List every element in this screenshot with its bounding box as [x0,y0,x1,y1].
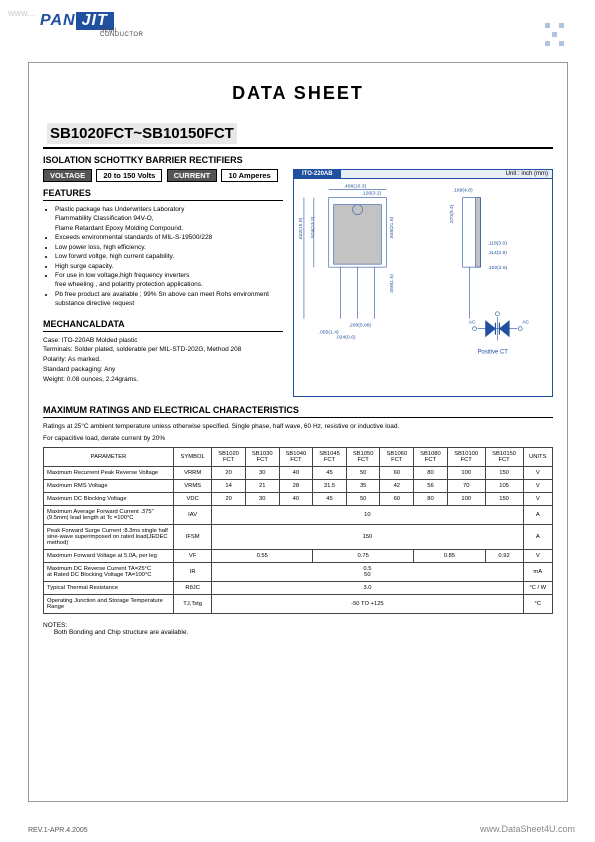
svg-text:.189(4.8): .189(4.8) [453,188,473,194]
feature-item-cont: free wheeling , and polaritty protection… [55,280,283,289]
logo-sub2: CONDUCTOR [100,32,143,38]
feature-item: High surge capacity. [55,262,283,271]
revision: REV.1-APR.4.2005 [28,827,88,834]
table-row: Peak Forward Surge Current :8.3ms single… [44,525,553,550]
mech-line: Terminals: Solder plated, solderable per… [43,345,283,355]
table-header: SB10100FCT [447,448,485,467]
table-row: Maximum Recurrent Peak Reverse VoltageVR… [44,467,553,480]
table-row: Operating Junction and Storage Temperatu… [44,595,553,614]
table-header: SB1060FCT [380,448,414,467]
pkg-unit: Unit : inch (mm) [502,170,552,178]
table-header: SB10150FCT [485,448,523,467]
logo: PANJIT SEMI CONDUCTOR [40,12,143,38]
table-header: UNITS [523,448,552,467]
feature-item: Plastic package has Underwriters Laborat… [55,205,283,214]
package-drawing: ITO-220AB Unit : inch (mm) [293,169,553,397]
svg-text:.622(15.8): .622(15.8) [298,217,304,240]
table-header: SYMBOL [174,448,212,467]
table-header: SB1050FCT [346,448,380,467]
table-row: Typical Thermal ResistanceRθJC3.0°C / W [44,582,553,595]
svg-text:.406(10.3): .406(10.3) [344,184,367,190]
svg-text:.059(1.5): .059(1.5) [389,274,395,294]
feature-item: Pb free product are available ; 99% Sn a… [55,290,283,309]
pkg-type: ITO-220AB [294,170,341,178]
mechanical-heading: MECHANCALDATA [43,319,283,329]
svg-text:.102(2.6): .102(2.6) [488,265,508,271]
feature-item: For use in low voltage,high frequency in… [55,271,283,280]
table-header: SB1040FCT [279,448,313,467]
table-row: Maximum RMS VoltageVRMS14212831.53542567… [44,480,553,493]
svg-text:.024(0.6): .024(0.6) [336,335,356,341]
doc-title: DATA SHEET [43,83,553,104]
table-header: PARAMETER [44,448,174,467]
feature-item: Low forwrd voltge, high current capabili… [55,252,283,261]
mech-line: Case: ITO-220AB Molded plastic [43,336,283,346]
svg-text:AC: AC [469,320,476,326]
svg-text:.126(3.2): .126(3.2) [361,191,381,197]
table-row: Maximum DC Blocking VoltageVDC2030404550… [44,493,553,506]
voltage-value: 20 to 150 Volts [96,169,162,182]
table-row: Maximum Forward Voltage at 5.0A, per leg… [44,550,553,563]
logo-part1: PAN [40,12,76,30]
svg-text:.200(5.08): .200(5.08) [349,323,372,329]
table-row: Maximum Average Forward Current .375"(9.… [44,506,553,525]
svg-text:.114(2.9): .114(2.9) [488,250,508,256]
table-header: SB1030FCT [245,448,279,467]
features-heading: FEATURES [43,188,283,198]
svg-text:.370(9.4): .370(9.4) [449,204,455,224]
decorative-dots [544,22,565,49]
pill-row: VOLTAGE 20 to 150 Volts CURRENT 10 Amper… [43,169,283,182]
mech-line: Weight: 0.08 ounces, 2.24grams. [43,375,283,385]
svg-text:.118(3.0): .118(3.0) [488,240,508,246]
svg-text:AC: AC [522,320,529,326]
mechanical-data: Case: ITO-220AB Molded plasticTerminals:… [43,336,283,385]
feature-item-cont: Flammability Classification 94V-O, [55,214,283,223]
feature-item: Exceeds environmental standards of MIL-S… [55,233,283,242]
feature-item: Low power loss, high efficiency. [55,243,283,252]
current-label: CURRENT [167,169,218,182]
watermark-bottom: www.DataSheet4U.com [480,824,575,834]
mech-line: Polarity: As marked. [43,355,283,365]
watermark-top: www... [8,8,35,18]
svg-text:.846(21.5): .846(21.5) [389,216,395,239]
voltage-label: VOLTAGE [43,169,92,182]
features-list: Plastic package has Underwriters Laborat… [43,205,283,309]
ratings-table: PARAMETERSYMBOLSB1020FCTSB1030FCTSB1040F… [43,447,553,614]
table-header: SB1080FCT [414,448,448,467]
ratings-note2: For capacitive load, derate current by 2… [43,434,553,443]
mech-line: Standard packaging: Any [43,365,283,375]
table-header: SB1020FCT [212,448,246,467]
part-number: SB1020FCT~SB10150FCT [43,122,553,145]
table-row: Maximum DC Reverse Current TA=25°Cat Rat… [44,563,553,582]
svg-text:Positive CT: Positive CT [478,349,509,355]
table-header: SB1045FCT [313,448,347,467]
svg-text:.524(13.2): .524(13.2) [310,216,316,239]
subtitle: ISOLATION SCHOTTKY BARRIER RECTIFIERS [43,155,553,165]
content-frame: DATA SHEET SB1020FCT~SB10150FCT ISOLATIO… [28,62,568,802]
ratings-heading: MAXIMUM RATINGS AND ELECTRICAL CHARACTER… [43,405,553,415]
feature-item-cont: Flame Retardant Epoxy Molding Compound. [55,224,283,233]
ratings-note1: Ratings at 25°C ambient temperature unle… [43,422,553,431]
notes: NOTES: Both Bonding and Chip structure a… [43,622,553,636]
current-value: 10 Amperes [221,169,277,182]
